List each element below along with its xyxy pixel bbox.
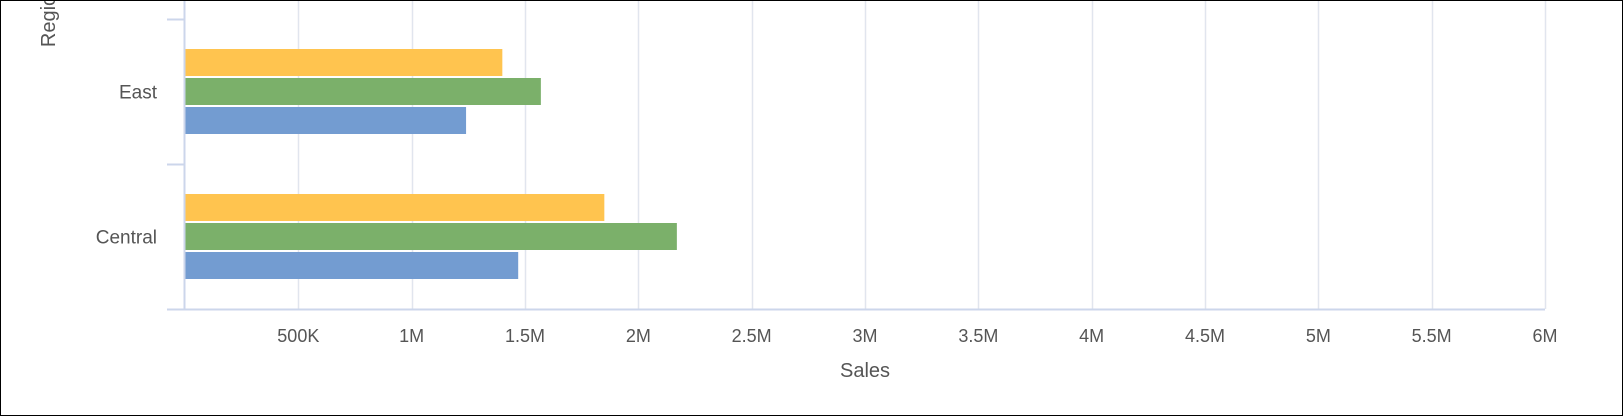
x-tick-label: 5M [1306,326,1331,346]
bar[interactable] [185,223,677,250]
x-axis-title: Sales [840,360,890,382]
x-tick-label: 500K [277,326,319,346]
y-axis-title: Regio [38,1,60,47]
bar[interactable] [185,49,503,76]
x-tick-label: 3M [852,326,877,346]
axes-group [167,1,1545,311]
x-tick-label: 1M [399,326,424,346]
x-tick-labels: 500K 1M 1.5M 2M 2.5M 3M 3.5M 4M 4.5M 5M 5.5M 6M [277,326,1557,346]
bars-group [185,49,677,279]
bar[interactable] [185,107,467,134]
category-label: East [119,83,158,104]
bar[interactable] [185,78,541,105]
category-labels: Central East [96,83,158,249]
x-tick-label: 1.5M [505,326,545,346]
x-tick-label: 2M [626,326,651,346]
category-label: Central [96,228,157,249]
bar[interactable] [185,252,519,279]
x-tick-label: 5.5M [1412,326,1452,346]
x-tick-label: 2.5M [732,326,772,346]
bar[interactable] [185,194,605,221]
x-tick-label: 4M [1079,326,1104,346]
x-tick-label: 4.5M [1185,326,1225,346]
x-tick-label: 6M [1532,326,1557,346]
x-tick-label: 3.5M [958,326,998,346]
